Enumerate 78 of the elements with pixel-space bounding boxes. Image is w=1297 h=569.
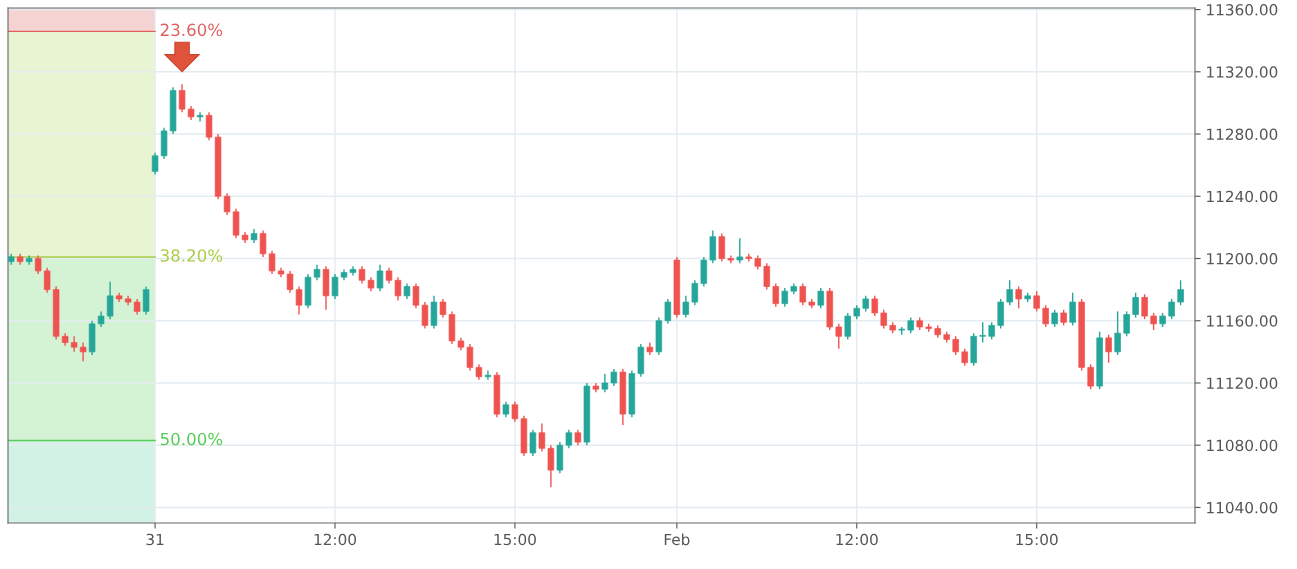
candlestick: [1033, 290, 1040, 313]
candlestick: [538, 422, 546, 453]
candlestick: [34, 254, 42, 275]
candlestick: [1141, 293, 1148, 320]
candlestick: [1114, 310, 1121, 356]
candlestick: [1087, 363, 1094, 390]
annotation: 38.20%: [160, 249, 223, 262]
candlestick: [700, 256, 708, 288]
x-tick-label: 12:00: [836, 533, 878, 546]
candlestick: [1123, 310, 1130, 337]
candlestick: [997, 298, 1004, 330]
candlestick: [772, 282, 780, 308]
candlestick: [232, 208, 240, 239]
x-tick-label: 15:00: [1016, 533, 1058, 546]
candlestick: [952, 335, 959, 356]
candlestick: [412, 282, 420, 309]
candlestick: [205, 111, 213, 141]
candlestick: [1015, 285, 1022, 309]
candlestick: [223, 192, 231, 216]
x-tick-label: Feb: [664, 533, 690, 546]
candlestick: [709, 229, 717, 264]
candlestick: [844, 312, 851, 341]
candlestick: [1006, 279, 1013, 306]
candlestick: [664, 298, 672, 325]
candlestick: [1069, 292, 1076, 327]
candlestick: [151, 152, 159, 176]
candlestick: [745, 253, 753, 263]
candlestick: [529, 428, 537, 457]
candlestick: [781, 287, 789, 308]
y-tick-label: 11200.00: [1207, 252, 1278, 265]
candlestick: [421, 301, 429, 330]
candlestick: [835, 323, 842, 350]
candlestick: [484, 369, 492, 381]
x-tick-label: 15:00: [494, 533, 536, 546]
candlestick: [430, 295, 438, 330]
candlestick: [718, 232, 726, 263]
candlestick: [439, 298, 447, 319]
candlestick: [691, 279, 699, 306]
annotation: 23.60%: [160, 23, 223, 37]
candlestick: [682, 295, 690, 319]
candlestick: [142, 285, 150, 316]
y-tick-label: 11280.00: [1207, 128, 1278, 141]
candlestick: [1177, 279, 1184, 306]
candlestick: [196, 111, 204, 123]
candlestick: [43, 267, 51, 294]
candlestick: [1168, 298, 1175, 320]
y-tick-label: 11040.00: [1207, 501, 1278, 514]
annotation: 50.00%: [160, 432, 223, 446]
y-tick-label: 11120.00: [1207, 377, 1278, 389]
y-tick-label: 11240.00: [1207, 190, 1278, 203]
x-tick-label: 12:00: [314, 533, 356, 546]
candlestick: [1042, 304, 1049, 328]
candlestick: [376, 264, 384, 292]
y-tick-label: 11080.00: [1207, 439, 1278, 452]
candlestick: [25, 254, 33, 266]
candlestick: [178, 83, 186, 113]
candlestick: [799, 282, 807, 306]
y-tick-label: 11320.00: [1207, 66, 1278, 78]
candlestick: [817, 287, 824, 309]
candlestick: [880, 309, 887, 330]
y-tick-label: 11160.00: [1207, 315, 1278, 327]
candlestick: [736, 237, 744, 264]
candlestick: [466, 343, 474, 372]
candlestick: [601, 372, 609, 394]
candlestick: [511, 400, 519, 423]
candlestick: [547, 444, 555, 488]
candlestick: [565, 428, 573, 450]
candlestick: [727, 254, 735, 264]
candlestick: [70, 335, 78, 353]
candlestick: [1105, 334, 1112, 364]
candlestick: [763, 262, 771, 291]
candlestick: [79, 341, 87, 362]
x-tick-label: 31: [146, 533, 164, 546]
candlestick: [106, 281, 114, 320]
y-tick-label: 11360.00: [1207, 4, 1278, 16]
candlestick: [1132, 292, 1139, 319]
candlestick: [871, 295, 878, 317]
candlestick: [979, 321, 986, 344]
